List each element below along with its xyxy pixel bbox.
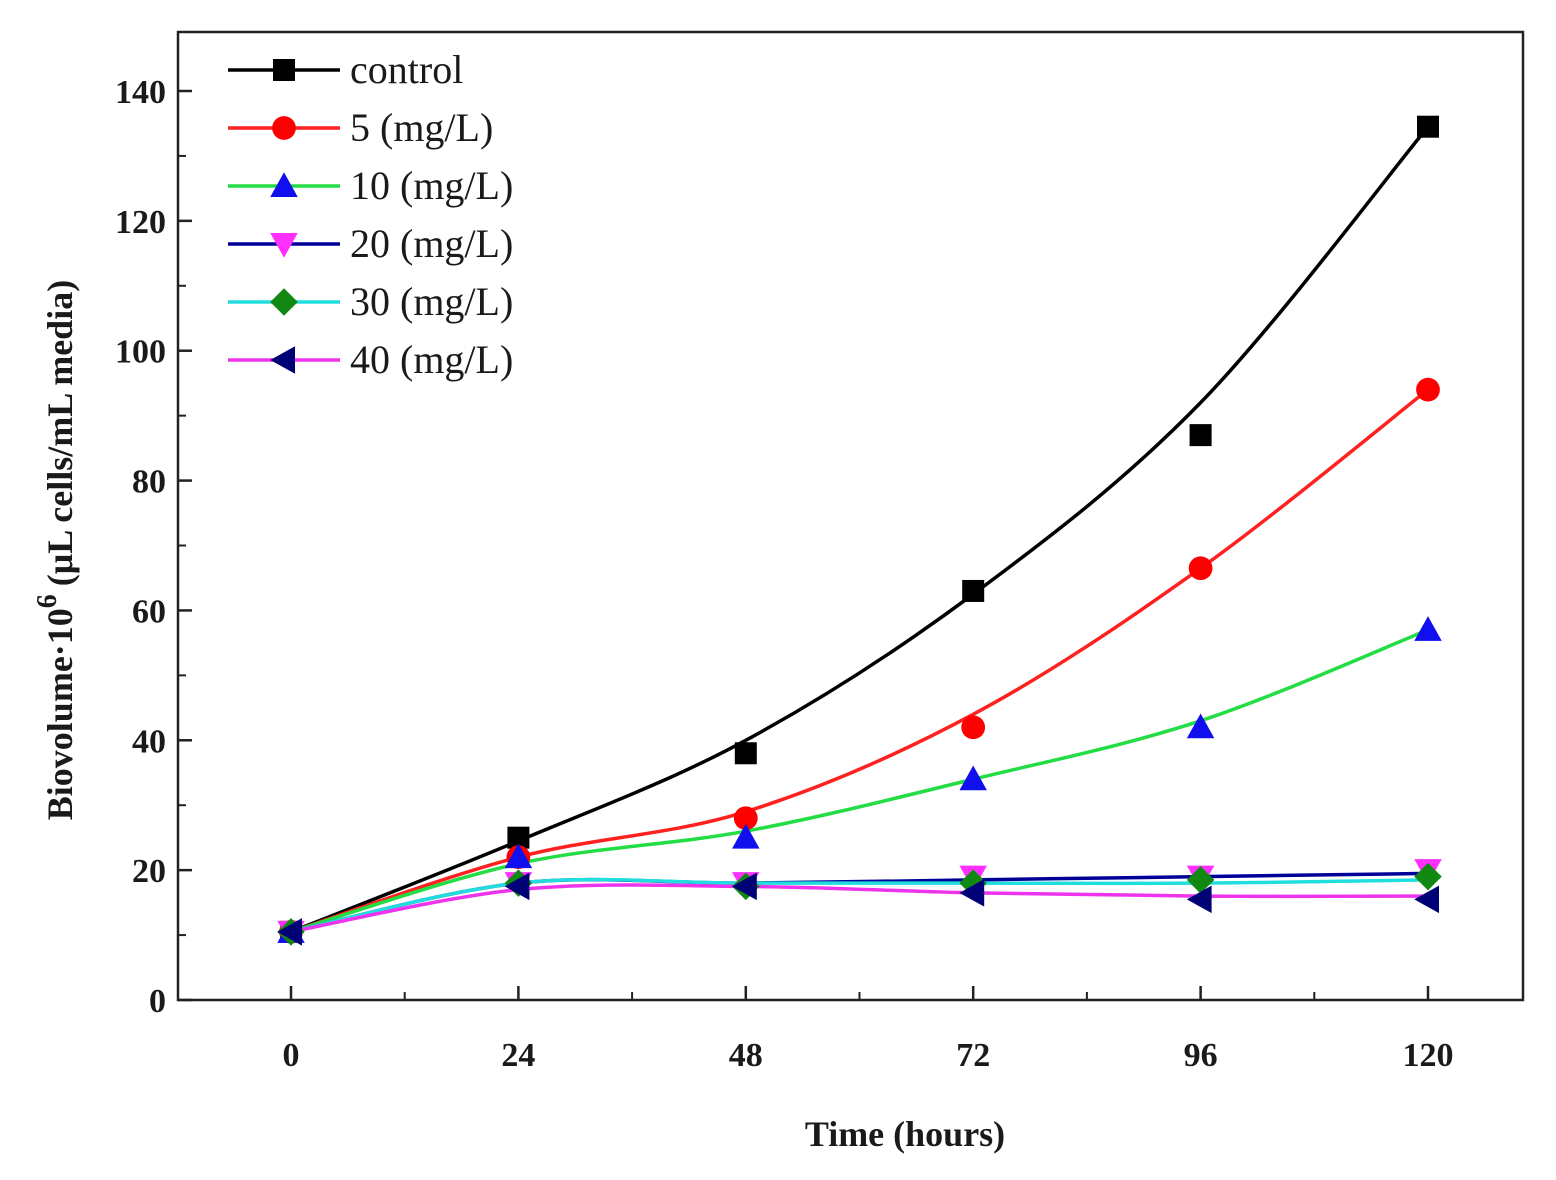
- legend-marker: [270, 172, 298, 197]
- series-line: [290, 883, 1429, 934]
- data-point: [734, 742, 757, 765]
- data-point: [732, 872, 757, 901]
- data-point: [1188, 556, 1213, 581]
- data-point: [733, 806, 758, 831]
- y-tick-label: 40: [132, 723, 166, 760]
- data-point: [1414, 885, 1439, 914]
- y-axis-title-superscript: 6: [32, 594, 63, 608]
- y-axis-title: Biovolume·106 (μL cells/mL media): [32, 280, 80, 820]
- plot-frame: [176, 30, 1525, 1002]
- data-point: [1186, 713, 1215, 739]
- y-tick-label: 20: [132, 853, 166, 890]
- y-axis: 0 20 40 60 80 100 120 140: [115, 74, 192, 1020]
- legend-marker: [270, 346, 295, 374]
- legend-label: 20 (mg/L): [350, 221, 513, 266]
- series-lines: [290, 125, 1430, 934]
- legend: control 5 (mg/L) 10 (mg/L) 20 (mg/L) 30 (mg/…: [228, 47, 513, 382]
- series-line: [290, 877, 1429, 934]
- x-tick-label: 96: [1184, 1037, 1218, 1074]
- legend-marker: [270, 233, 298, 258]
- x-tick-label: 0: [283, 1037, 300, 1074]
- data-point: [1189, 424, 1212, 447]
- legend-marker: [273, 59, 295, 81]
- data-point: [732, 823, 760, 849]
- data-point: [1414, 862, 1442, 891]
- legend-label: 30 (mg/L): [350, 279, 513, 324]
- x-axis: 0 24 48 72 96 120: [283, 986, 1454, 1074]
- legend-label: 40 (mg/L): [350, 337, 513, 382]
- data-point: [959, 765, 987, 791]
- legend-label: control: [350, 47, 463, 92]
- y-tick-label: 100: [115, 334, 166, 371]
- data-point: [962, 579, 985, 602]
- series-line: [290, 125, 1430, 934]
- x-axis-title: Time (hours): [805, 1114, 1005, 1154]
- x-tick-label: 72: [956, 1037, 990, 1074]
- series-markers: [277, 115, 1442, 946]
- legend-marker: [270, 288, 298, 316]
- data-point: [504, 843, 533, 869]
- data-point: [1416, 377, 1440, 402]
- data-point: [1186, 866, 1215, 894]
- y-tick-label: 140: [115, 74, 166, 111]
- data-point: [507, 826, 530, 849]
- data-point: [959, 879, 985, 907]
- data-point: [1417, 115, 1439, 138]
- series-line: [290, 388, 1430, 934]
- y-tick-label: 60: [132, 593, 166, 630]
- x-tick-label: 120: [1403, 1037, 1454, 1074]
- data-point: [1414, 616, 1442, 641]
- data-point: [1186, 885, 1212, 914]
- y-tick-label: 80: [132, 464, 166, 501]
- data-point: [504, 872, 530, 901]
- y-axis-title-units: (μL cells/mL media): [40, 280, 80, 586]
- y-axis-title-main: Biovolume·10: [40, 608, 80, 820]
- data-point: [961, 715, 986, 740]
- x-tick-label: 24: [501, 1037, 535, 1074]
- series-line: [290, 628, 1429, 934]
- x-tick-label: 48: [729, 1037, 763, 1074]
- legend-marker: [272, 116, 296, 140]
- legend-label: 10 (mg/L): [350, 163, 513, 208]
- legend-label: 5 (mg/L): [350, 105, 493, 150]
- data-point: [277, 918, 302, 946]
- y-tick-label: 120: [115, 204, 166, 241]
- y-tick-label: 0: [149, 983, 166, 1020]
